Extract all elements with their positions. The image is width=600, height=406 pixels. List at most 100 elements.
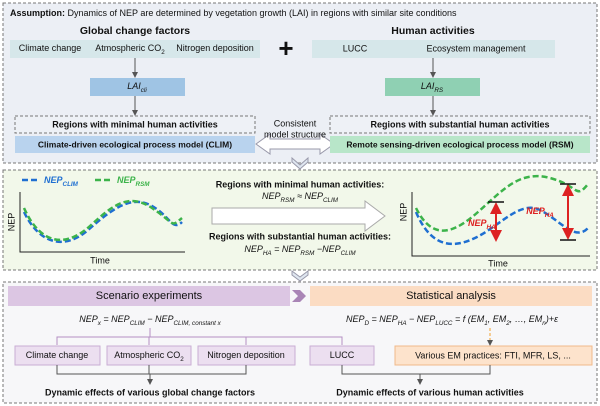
text-segment: − NEP bbox=[407, 314, 436, 324]
text-segment: − NEP bbox=[145, 314, 174, 324]
text-segment: Nitrogen deposition bbox=[176, 43, 254, 53]
subscript: HA bbox=[263, 250, 272, 257]
text-segment: ≈ NEP bbox=[295, 191, 323, 201]
lai-rs-box bbox=[385, 78, 480, 96]
lai-cli-box bbox=[90, 78, 185, 96]
text-segment: Atmospheric CO bbox=[114, 350, 180, 360]
consistent: model structure bbox=[264, 129, 326, 139]
text-segment: NEP bbox=[468, 218, 488, 228]
statistical-header bbox=[310, 286, 592, 306]
text-segment: )+ε bbox=[545, 314, 559, 324]
subscript: LUCC bbox=[435, 320, 453, 327]
arrow bbox=[292, 290, 306, 302]
region-box bbox=[329, 115, 591, 134]
assumption: Assumption: Dynamics of NEP are determin… bbox=[10, 8, 457, 18]
minimal-title: Regions with minimal human activities: bbox=[216, 179, 385, 189]
assumption-label: Assumption: bbox=[10, 8, 65, 18]
text-segment: = NEP bbox=[272, 244, 301, 254]
text-segment: Atmospheric CO bbox=[95, 43, 161, 53]
y-label: NEP bbox=[398, 203, 408, 222]
axes bbox=[411, 192, 590, 257]
text-segment: Climate change bbox=[26, 350, 89, 360]
activity: LUCC bbox=[343, 43, 368, 53]
lai-cli: LAIcli bbox=[127, 81, 147, 94]
legend-label: NEPCLIM bbox=[44, 175, 79, 188]
substantial-eq: NEPHA = NEPRSM −NEPCLIM bbox=[244, 244, 356, 257]
subscript: CLIM, constant x bbox=[174, 320, 222, 327]
item-box bbox=[394, 345, 593, 366]
text-segment: NEP bbox=[262, 191, 281, 201]
item: LUCC bbox=[330, 350, 355, 360]
subscript: HA bbox=[545, 212, 555, 219]
connector bbox=[341, 365, 491, 375]
subscript: CLIM bbox=[63, 181, 79, 188]
ha-label: NEPHA bbox=[468, 218, 496, 231]
human-box bbox=[312, 40, 555, 58]
subscript: RSM bbox=[281, 197, 296, 204]
text-segment: −NEP bbox=[314, 244, 340, 254]
factor: Nitrogen deposition bbox=[176, 43, 254, 53]
text-segment: Nitrogen deposition bbox=[207, 350, 285, 360]
subscript: HA bbox=[487, 224, 497, 231]
scenario-header bbox=[8, 286, 290, 306]
statistical-result: Dynamic effects of various human activit… bbox=[336, 387, 524, 397]
statistical-eq: NEPD = NEPHA − NEPLUCC = f (EM1, EM2, …,… bbox=[346, 314, 559, 327]
human-title: Human activities bbox=[391, 25, 475, 37]
chevron bbox=[291, 270, 309, 282]
scenario-eq: NEPx = NEPCLIM − NEPCLIM, constant x bbox=[79, 314, 221, 327]
model-rsm: Remote sensing-driven ecological process… bbox=[346, 139, 573, 149]
lai-rs: LAIRS bbox=[421, 81, 444, 94]
text-segment: = NEP bbox=[369, 314, 398, 324]
subscript: 2 bbox=[180, 356, 184, 363]
subscript: n bbox=[542, 320, 546, 327]
region-minimal: Regions with minimal human activities bbox=[52, 119, 218, 129]
subscript: RSM bbox=[136, 181, 151, 188]
x-label: Time bbox=[90, 255, 110, 265]
connector bbox=[56, 365, 247, 375]
substantial-title: Regions with substantial human activitie… bbox=[209, 231, 391, 241]
subscript: 2 bbox=[161, 49, 165, 56]
big-arrow bbox=[211, 200, 386, 232]
subscript: RSM bbox=[300, 250, 315, 257]
text-segment: LAI bbox=[127, 81, 141, 91]
consistent: Consistent bbox=[274, 118, 317, 128]
subscript: RS bbox=[434, 87, 444, 94]
curve bbox=[414, 206, 589, 246]
text-segment: NEP bbox=[526, 206, 546, 216]
text-segment: NEP bbox=[79, 314, 98, 324]
text-segment: Climate change bbox=[19, 43, 82, 53]
subscript: D bbox=[364, 320, 369, 327]
subscript: CLIM bbox=[323, 197, 339, 204]
factor: Climate change bbox=[19, 43, 82, 53]
text-segment: NEP bbox=[44, 175, 64, 185]
statistical-title: Statistical analysis bbox=[406, 290, 496, 302]
subscript: 2 bbox=[505, 320, 510, 327]
chevron bbox=[291, 156, 309, 170]
global-box bbox=[10, 40, 260, 58]
item: Nitrogen deposition bbox=[207, 350, 285, 360]
scenario-result: Dynamic effects of various global change… bbox=[45, 387, 255, 397]
model-box bbox=[330, 136, 590, 153]
model-box bbox=[15, 136, 255, 153]
subscript: x bbox=[97, 320, 102, 327]
subscript: 1 bbox=[484, 320, 488, 327]
text-segment: NEP bbox=[244, 244, 263, 254]
item: Various EM practices: FTI, MFR, LS, ... bbox=[415, 350, 571, 360]
ha-label: NEPHA bbox=[526, 206, 554, 219]
x-label: Time bbox=[488, 258, 508, 268]
legend-label: NEPRSM bbox=[117, 175, 150, 188]
text-segment: NEP bbox=[117, 175, 137, 185]
model-clim: Climate-driven ecological process model … bbox=[38, 139, 232, 149]
text-segment: , …, EM bbox=[510, 314, 543, 324]
item: Atmospheric CO2 bbox=[114, 350, 184, 363]
text-segment: = NEP bbox=[101, 314, 130, 324]
factor: Atmospheric CO2 bbox=[95, 43, 165, 56]
text-segment: = f (EM bbox=[452, 314, 484, 324]
assumption-text: Dynamics of NEP are determined by vegeta… bbox=[68, 8, 458, 18]
text-segment: LUCC bbox=[330, 350, 355, 360]
activity: Ecosystem management bbox=[426, 43, 526, 53]
item: Climate change bbox=[26, 350, 89, 360]
region-box bbox=[14, 115, 256, 134]
scenario-title: Scenario experiments bbox=[96, 290, 203, 302]
